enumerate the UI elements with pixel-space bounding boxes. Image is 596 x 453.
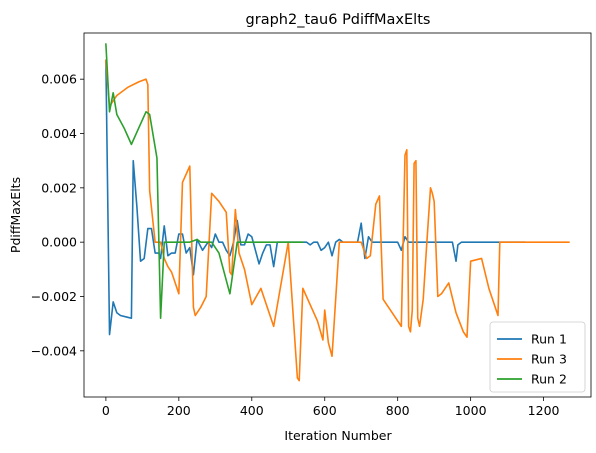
x-axis-label: Iteration Number	[284, 428, 392, 443]
y-tick-label: 0.000	[41, 235, 77, 250]
chart-title: graph2_tau6 PdiffMaxElts	[246, 12, 431, 28]
y-tick-label: 0.004	[41, 126, 77, 141]
x-tick-label: 400	[240, 403, 264, 418]
legend-label-run-2: Run 2	[531, 372, 567, 387]
legend-label-run-3: Run 3	[531, 352, 567, 367]
x-tick-label: 1000	[455, 403, 487, 418]
series-line-run-3	[105, 59, 570, 382]
y-tick-label: 0.002	[41, 180, 77, 195]
series-layer	[105, 43, 570, 382]
x-tick-label: 800	[386, 403, 410, 418]
y-axis-ticks: −0.004 −0.002 0.000 0.002 0.004 0.006	[31, 72, 84, 358]
x-tick-label: 200	[167, 403, 191, 418]
y-tick-label: −0.002	[31, 289, 77, 304]
x-axis-ticks: 0 200 400 600 800 1000 1200	[102, 397, 560, 418]
x-tick-label: 600	[313, 403, 337, 418]
y-axis-label: PdiffMaxElts	[8, 177, 23, 253]
y-tick-label: −0.004	[31, 343, 77, 358]
x-tick-label: 1200	[528, 403, 560, 418]
series-line-run-2	[105, 43, 304, 320]
legend-label-run-1: Run 1	[531, 332, 567, 347]
x-tick-label: 0	[102, 403, 110, 418]
series-line-run-1	[105, 59, 527, 336]
y-tick-label: 0.006	[41, 72, 77, 87]
legend: Run 1 Run 3 Run 2	[489, 321, 586, 393]
plot-area-frame	[83, 32, 592, 398]
